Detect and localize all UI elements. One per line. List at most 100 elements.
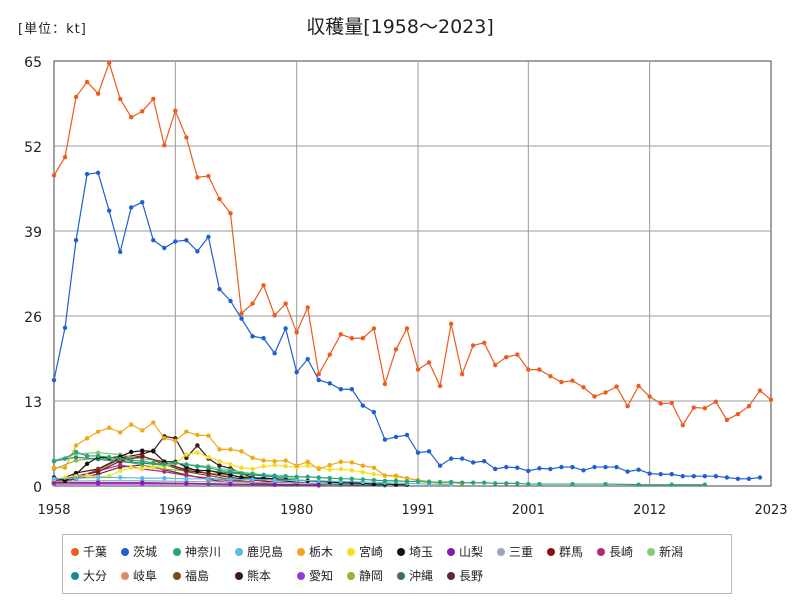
series-1-point — [140, 200, 145, 205]
series-1-point — [470, 460, 476, 465]
series-6-point — [62, 478, 68, 483]
series-0-point — [581, 385, 586, 390]
series-0-point — [592, 394, 597, 399]
series-4-point — [349, 460, 355, 465]
series-4-point — [382, 473, 388, 478]
series-5-point — [338, 466, 343, 472]
legend-marker — [235, 547, 243, 556]
series-2-point — [95, 453, 101, 459]
series-1-point — [746, 476, 752, 482]
series-0-point — [625, 404, 630, 409]
plot-area — [53, 60, 772, 487]
series-7-point — [228, 481, 233, 487]
series-4-point — [316, 466, 321, 472]
series-1-point — [680, 473, 685, 479]
legend-item: 長崎 — [597, 543, 633, 560]
series-10-point — [162, 469, 167, 474]
series-1-point — [73, 237, 79, 243]
series-1-point — [437, 463, 443, 468]
y-tick-label: 13 — [24, 395, 42, 411]
series-5-point — [184, 452, 189, 457]
legend-label: 静岡 — [359, 569, 384, 583]
series-0-point — [261, 283, 266, 288]
series-3-point — [162, 475, 167, 481]
series-6-point — [228, 472, 233, 478]
series-5-point — [349, 468, 355, 473]
series-2-point — [51, 458, 57, 464]
series-1-point — [691, 473, 696, 479]
series-3-point — [316, 478, 321, 483]
series-1-point — [581, 468, 586, 473]
series-5-point — [371, 472, 377, 477]
legend-marker — [347, 571, 355, 580]
series-7-point — [51, 480, 57, 485]
series-2-point — [526, 481, 531, 487]
series-0-point — [360, 336, 366, 341]
legend-marker — [397, 571, 405, 580]
series-3-point — [73, 475, 79, 481]
series-0-point — [724, 417, 730, 423]
series-1-point — [636, 467, 641, 472]
legend-item: 千葉 — [71, 543, 107, 560]
series-1-point — [261, 336, 266, 341]
series-9-point — [184, 468, 189, 473]
series-9-point — [206, 471, 211, 476]
series-1-point — [448, 456, 454, 461]
series-6-point — [239, 475, 244, 480]
series-4-point — [305, 459, 310, 465]
series-1-point — [702, 473, 708, 479]
series-5-point — [129, 465, 134, 470]
x-tick-label: 2001 — [512, 503, 545, 518]
x-tick-label: 1969 — [159, 503, 192, 518]
series-2-point — [73, 449, 79, 455]
series-7-point — [316, 483, 321, 488]
series-2-point — [129, 458, 134, 463]
series-6-point — [129, 449, 134, 455]
series-10-point — [184, 473, 189, 478]
series-4-point — [404, 475, 410, 481]
legend-item: 栃木 — [297, 543, 333, 560]
series-0-point — [526, 367, 531, 372]
series-2-point — [162, 462, 167, 467]
series-4-point — [239, 449, 244, 454]
legend-label: 新潟 — [659, 545, 684, 559]
legend-item: 山梨 — [447, 543, 483, 560]
series-7-point — [184, 481, 189, 486]
series-1-point — [515, 465, 520, 470]
series-2-point — [537, 481, 542, 487]
series-2-point — [437, 479, 443, 485]
series-2-point — [217, 468, 222, 473]
series-5-point — [206, 455, 211, 460]
series-0-point — [382, 381, 388, 387]
legend-marker — [297, 571, 305, 580]
legend-item: 神奈川 — [173, 543, 221, 560]
series-0-point — [272, 313, 277, 318]
series-0-point — [515, 352, 520, 357]
series-2-point — [195, 464, 200, 469]
series-1-point — [647, 471, 652, 476]
series-0-point — [239, 311, 244, 316]
series-0-point — [691, 405, 696, 410]
legend-marker — [397, 547, 405, 556]
legend-label: 福島 — [185, 569, 210, 583]
series-4-point — [117, 430, 123, 435]
legend-item: 群馬 — [547, 543, 583, 560]
series-0-point — [746, 404, 752, 409]
series-1-point — [95, 170, 101, 176]
unit-label: [単位：kt] — [18, 22, 87, 37]
series-0-point — [129, 115, 134, 120]
series-2-point — [360, 477, 366, 482]
series-5-point — [250, 466, 255, 472]
y-tick-label: 39 — [24, 225, 42, 241]
series-0-point — [228, 211, 233, 216]
series-2-point — [261, 472, 266, 478]
series-4-point — [195, 432, 200, 438]
series-2-point — [184, 462, 189, 467]
series-9-line — [53, 455, 297, 484]
series-0-point — [504, 354, 509, 360]
series-1-point — [724, 475, 730, 480]
series-0-point — [559, 379, 564, 385]
series-0-point — [327, 352, 332, 357]
series-4-point — [272, 458, 277, 464]
series-1-point — [382, 437, 388, 442]
